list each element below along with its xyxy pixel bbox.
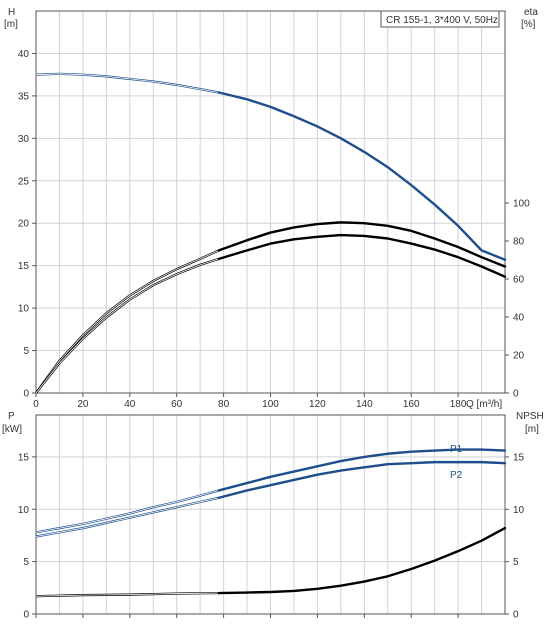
right-tick-label: 20 [513, 351, 525, 362]
bottom-panel: 0 5 10 15 0 5 10 15 [18, 414, 525, 621]
left-tick-label: 5 [23, 557, 29, 568]
left-tick-label: 0 [23, 610, 29, 621]
right-tick-label: 0 [513, 610, 519, 621]
series-label-p1: P1 [450, 444, 463, 455]
right-tick-label: 0 [513, 389, 519, 400]
series-0-curve-thin [35, 72, 220, 94]
x-tick-label: 100 [262, 399, 279, 410]
p2-curve-thin-inner [35, 497, 219, 537]
x-tick-label: 120 [309, 399, 326, 410]
left-tick-label: 15 [18, 261, 30, 272]
x-tick-label: 80 [218, 399, 230, 410]
right-tick-label: 40 [513, 313, 525, 324]
right-tick-label: 5 [513, 557, 519, 568]
p1-curve-thin-inner [35, 490, 220, 533]
series-2-curve-thin-inner [35, 258, 220, 394]
top-panel: 0 5 10 15 20 25 30 35 40 0 20 40 60 80 100 0 20 40 60 80 100… [18, 10, 530, 410]
p1-curve [217, 448, 507, 492]
title-box-text: CR 155-1, 3*400 V, 50Hz [386, 15, 498, 26]
x-axis-label: Q [m³/h] [466, 399, 502, 410]
bottom-right-axis-name: NPSH [516, 411, 544, 422]
left-tick-label: 10 [18, 505, 30, 516]
left-tick-label: 40 [18, 49, 30, 60]
top-left-axis-unit: [m] [4, 19, 18, 30]
series-2-curve-thin [35, 257, 220, 394]
right-tick-label: 100 [513, 199, 530, 210]
title-box [380, 10, 500, 28]
x-tick-label: 140 [356, 399, 373, 410]
series-1-curve-thin [35, 249, 220, 394]
left-tick-label: 0 [23, 389, 29, 400]
left-tick-label: 10 [18, 304, 30, 315]
top-right-axis-unit: [%] [521, 19, 536, 30]
p2-curve [217, 460, 507, 499]
series-1-curve [217, 221, 507, 268]
x-tick-label: 40 [124, 399, 136, 410]
series-label-p2: P2 [450, 470, 463, 481]
x-tick-label: 0 [33, 399, 39, 410]
x-tick-label: 160 [403, 399, 420, 410]
left-tick-label: 35 [18, 91, 30, 102]
series-0-curve [217, 91, 507, 261]
x-tick-label: 20 [77, 399, 89, 410]
left-tick-label: 15 [18, 452, 30, 463]
left-tick-label: 20 [18, 219, 30, 230]
bottom-right-axis-unit: [m] [525, 424, 539, 435]
series-0-curve-thin-inner [35, 73, 219, 93]
series-1-curve-thin-inner [35, 250, 220, 394]
x-tick-label: 60 [171, 399, 183, 410]
top-left-axis-name: H [8, 7, 15, 18]
x-tick-label: 180 [450, 399, 467, 410]
left-tick-label: 25 [18, 176, 30, 187]
series-2-curve [217, 233, 507, 278]
right-tick-label: 60 [513, 275, 525, 286]
p1-curve-thin [35, 489, 220, 534]
left-tick-label: 30 [18, 134, 30, 145]
bottom-left-axis-unit: [kW] [2, 424, 22, 435]
npsh-curve [217, 526, 507, 595]
top-right-axis-name: eta [524, 7, 538, 18]
npsh-curve-thin-inner [35, 592, 219, 597]
right-tick-label: 15 [513, 452, 525, 463]
bottom-left-axis-name: P [8, 411, 15, 422]
left-tick-label: 5 [23, 346, 29, 357]
right-tick-label: 80 [513, 237, 525, 248]
right-tick-label: 10 [513, 505, 525, 516]
